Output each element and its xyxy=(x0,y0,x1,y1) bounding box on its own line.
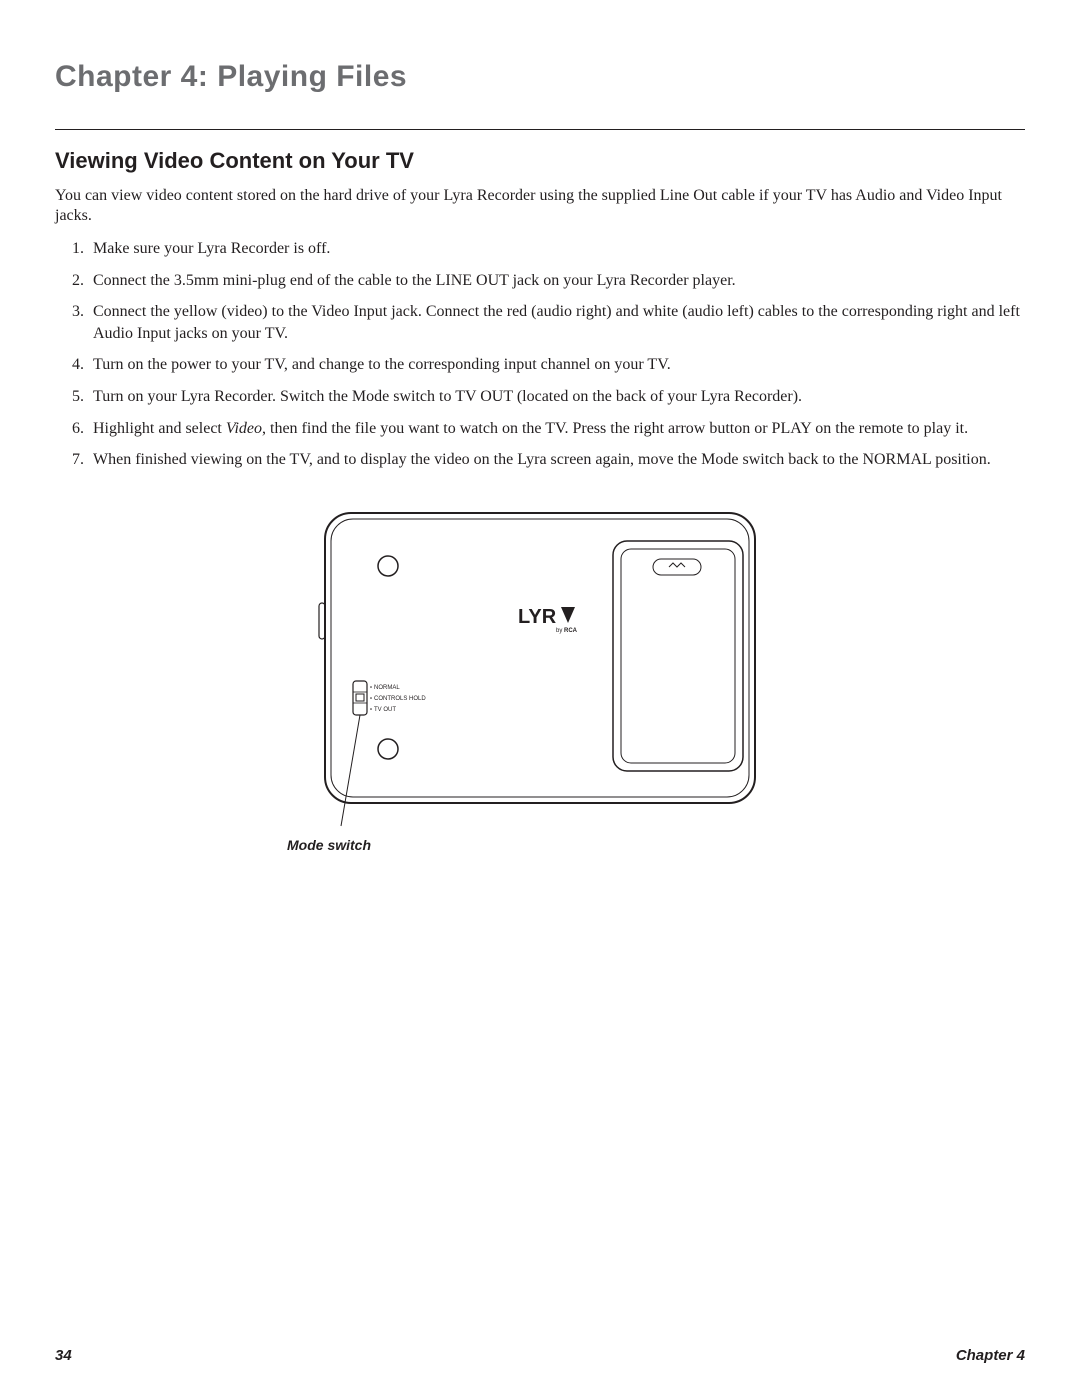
page-number: 34 xyxy=(55,1347,72,1364)
figure-container: LYR by RCA NORMAL CONTROLS xyxy=(55,501,1025,853)
step-5: Turn on your Lyra Recorder. Switch the M… xyxy=(88,386,1025,408)
step-1: Make sure your Lyra Recorder is off. xyxy=(88,238,1025,260)
step-4: Turn on the power to your TV, and change… xyxy=(88,354,1025,376)
switch-label-hold: CONTROLS HOLD xyxy=(374,696,426,702)
step-6: Highlight and select Video, then find th… xyxy=(88,418,1025,440)
device-diagram: LYR by RCA NORMAL CONTROLS xyxy=(313,501,768,831)
page-footer: 34 Chapter 4 xyxy=(55,1347,1025,1364)
section-title: Viewing Video Content on Your TV xyxy=(55,148,1025,174)
step-italic-word: Video xyxy=(226,420,262,437)
figure-caption: Mode switch xyxy=(287,837,1025,853)
brand-sub: by RCA xyxy=(556,628,578,634)
chapter-ref: Chapter 4 xyxy=(956,1347,1025,1364)
steps-list: Make sure your Lyra Recorder is off. Con… xyxy=(55,238,1025,471)
intro-paragraph: You can view video content stored on the… xyxy=(55,186,1025,226)
title-rule xyxy=(55,129,1025,130)
switch-label-normal: NORMAL xyxy=(374,685,400,691)
switch-label-tvout: TV OUT xyxy=(374,707,396,713)
page-container: Chapter 4: Playing Files Viewing Video C… xyxy=(0,0,1080,1397)
step-2: Connect the 3.5mm mini-plug end of the c… xyxy=(88,270,1025,292)
step-3: Connect the yellow (video) to the Video … xyxy=(88,301,1025,344)
brand-logo: LYR xyxy=(518,606,557,628)
step-7: When finished viewing on the TV, and to … xyxy=(88,449,1025,471)
chapter-title: Chapter 4: Playing Files xyxy=(55,60,1025,94)
